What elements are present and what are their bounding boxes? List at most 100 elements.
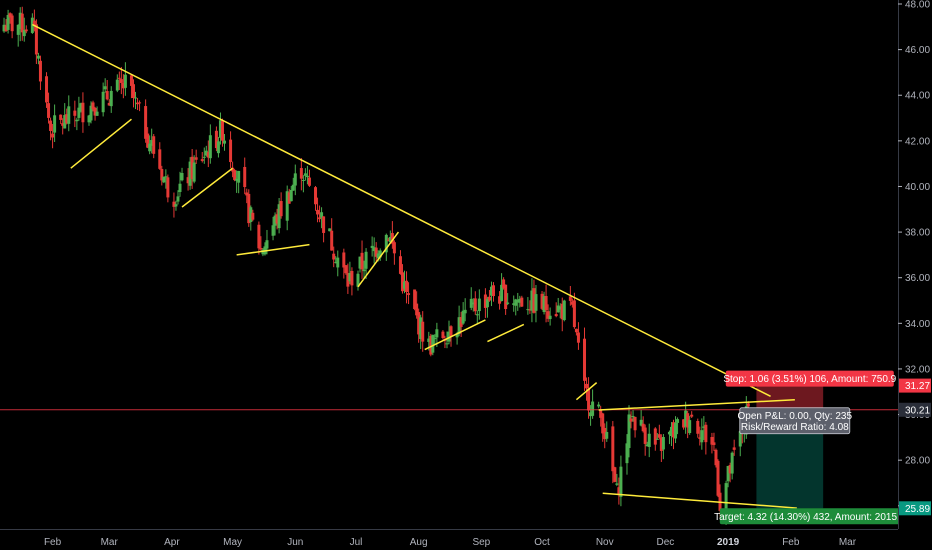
candle-body (320, 212, 324, 218)
candle-body (449, 326, 453, 337)
candle-2018-06-07 (305, 165, 309, 185)
candle-2018-02-05 (59, 114, 63, 124)
candle-2018-11-12 (625, 434, 629, 475)
candle-body (461, 310, 465, 324)
trendline-10[interactable] (602, 492, 797, 509)
candle-body (123, 74, 127, 88)
candle-body (249, 207, 253, 223)
candle-2018-08-01 (417, 308, 421, 343)
candle-2018-12-10 (682, 419, 686, 430)
candle-body (704, 424, 708, 443)
candle-body (22, 30, 26, 37)
stop-zone[interactable] (756, 385, 824, 410)
candle-body (158, 149, 162, 169)
candle-body (299, 168, 303, 179)
candle-body (20, 13, 24, 33)
x-tick-label: Sep (472, 537, 490, 548)
candle-body (601, 413, 605, 434)
candle-2018-11-07 (615, 473, 619, 487)
candle-body (520, 297, 524, 307)
candle-body (101, 91, 105, 113)
candle-2018-11-27 (655, 433, 659, 440)
candle-body (322, 216, 326, 233)
candle-body (174, 204, 178, 207)
candle-2018-08-09 (433, 334, 437, 345)
candle-body (589, 412, 593, 417)
candle-2018-08-22 (459, 311, 463, 337)
candle-2018-02-16 (81, 92, 85, 133)
candle-2018-10-22 (583, 327, 587, 391)
trendline-6[interactable] (424, 319, 486, 351)
candle-body (271, 225, 275, 236)
candle-body (530, 290, 534, 311)
price-tag-text: 25.89 (905, 504, 930, 515)
candle-2018-02-20 (89, 101, 93, 124)
target-label-text: Target: 4.32 (14.30%) 432, Amount: 2015.… (714, 512, 906, 523)
candle-body (532, 288, 536, 313)
trendline-8[interactable] (575, 382, 598, 401)
candle-2018-06-04 (299, 158, 303, 191)
candle-2018-02-14 (77, 96, 81, 121)
candle-body (710, 437, 714, 445)
trendline-9[interactable] (598, 398, 795, 411)
candle-2018-08-16 (447, 320, 451, 345)
candle-body (192, 162, 196, 182)
candle-body (289, 189, 293, 202)
candle-body (303, 173, 307, 176)
position-tool[interactable] (756, 385, 824, 509)
trendline-1[interactable] (32, 23, 771, 397)
candle-2018-01-19 (24, 25, 28, 34)
candles-layer (2, 6, 750, 525)
candle-body (49, 120, 53, 131)
candle-body (328, 228, 332, 232)
trendline-5[interactable] (357, 231, 400, 288)
candle-2018-10-18 (574, 328, 578, 336)
candle-2018-05-23 (275, 208, 279, 230)
candle-2018-04-11 (190, 149, 194, 189)
candle-2018-10-25 (589, 405, 593, 426)
candle-2018-01-18 (22, 17, 26, 42)
candle-body (603, 427, 607, 440)
candle-2018-03-20 (146, 127, 150, 149)
candle-2018-04-09 (186, 168, 190, 191)
candle-body (65, 114, 69, 124)
candle-2019-01-01 (726, 465, 730, 488)
candle-2018-11-06 (613, 466, 617, 483)
candle-2018-06-20 (332, 246, 336, 268)
stop-label-text: Stop: 1.06 (3.51%) 106, Amount: 750.9 (723, 374, 896, 385)
candle-body (591, 401, 595, 416)
trendline-3[interactable] (181, 167, 234, 208)
candle-2018-08-02 (419, 314, 423, 350)
candle-body (429, 335, 433, 355)
candle-2018-02-02 (53, 104, 57, 142)
candle-2018-10-12 (562, 299, 566, 322)
candle-body (516, 299, 520, 303)
x-tick-label: Nov (596, 537, 614, 548)
candle-2019-01-03 (730, 451, 734, 480)
price-axis-bg (898, 0, 932, 550)
candle-2018-10-03 (544, 284, 548, 323)
candle-body (421, 321, 425, 342)
candle-2018-12-26 (714, 448, 718, 468)
candle-body (500, 284, 504, 302)
candle-2018-04-13 (194, 149, 198, 164)
trendline-2[interactable] (70, 118, 132, 169)
candle-2018-09-18 (514, 298, 518, 316)
candle-body (686, 413, 690, 428)
candle-2018-09-17 (512, 295, 516, 312)
candle-2018-10-04 (546, 304, 550, 322)
candle-body (257, 224, 261, 249)
candle-2018-07-19 (390, 221, 394, 249)
candle-body (166, 177, 170, 198)
candle-2018-02-15 (79, 102, 83, 113)
candle-body (629, 418, 633, 422)
candle-2018-08-27 (469, 287, 473, 311)
candle-body (585, 383, 589, 389)
trendline-7[interactable] (487, 323, 525, 343)
candle-2018-02-26 (101, 82, 105, 117)
trendlines-layer[interactable] (0, 23, 898, 509)
candle-2018-11-23 (647, 423, 651, 458)
candle-body (316, 209, 320, 215)
trendline-4[interactable] (236, 243, 310, 256)
